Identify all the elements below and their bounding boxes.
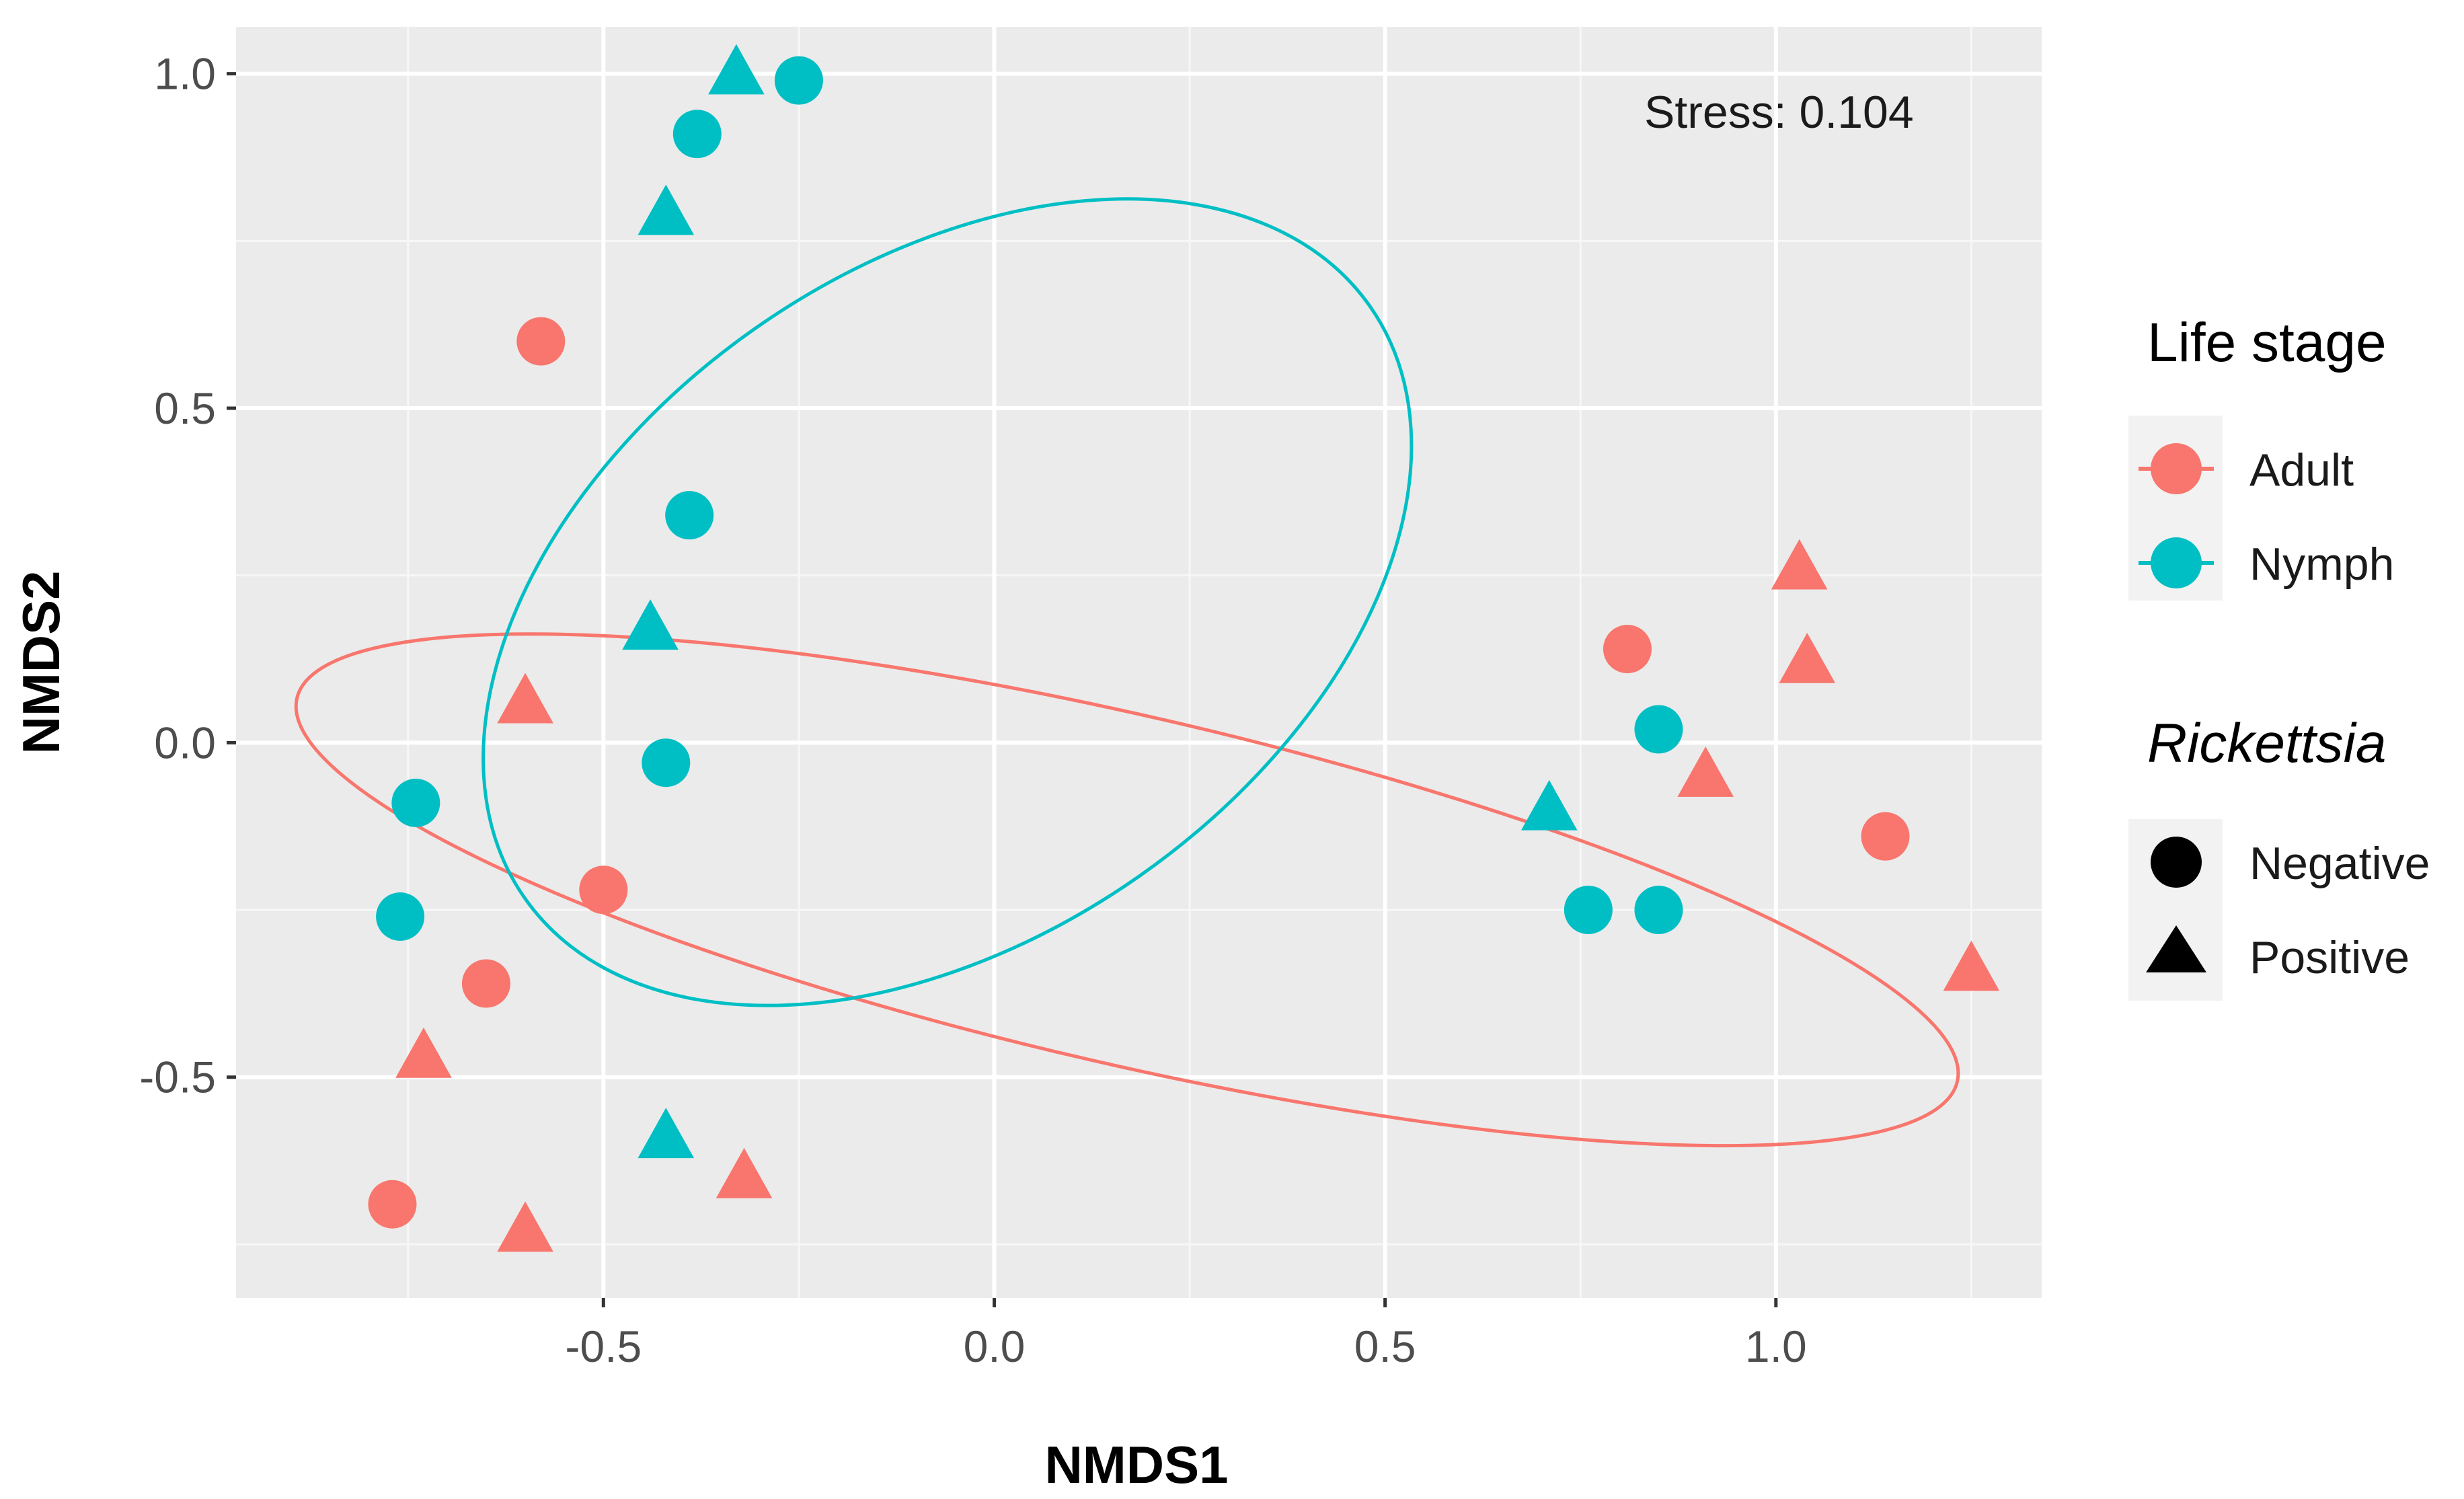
point-nymph-negative <box>774 56 823 105</box>
point-adult-negative <box>1861 812 1910 861</box>
legend-nymph-label: Nymph <box>2249 539 2394 590</box>
legend-adult-key <box>2151 443 2202 494</box>
x-axis-title: NMDS1 <box>1044 1435 1228 1494</box>
legend-negative-key <box>2151 837 2202 888</box>
point-nymph-negative <box>376 892 425 941</box>
plot-panel <box>236 27 2042 1298</box>
point-adult-positive <box>1677 746 1734 797</box>
legend-shape-title: Rickettsia <box>2147 713 2386 774</box>
point-nymph-positive <box>708 44 765 95</box>
legend-positive-key <box>2146 925 2206 972</box>
y-axis-title: NMDS2 <box>11 570 71 754</box>
y-tick-label: 1.0 <box>154 49 216 99</box>
legend: Life stage Adult Nymph Rickettsia Negati… <box>2128 312 2430 1001</box>
legend-adult-label: Adult <box>2249 445 2354 496</box>
point-adult-negative <box>1603 625 1652 674</box>
point-nymph-positive <box>638 184 695 235</box>
point-adult-positive <box>1779 633 1836 683</box>
point-nymph-negative <box>672 110 722 159</box>
point-layer <box>368 44 2000 1252</box>
point-nymph-negative <box>1634 705 1683 754</box>
point-adult-positive <box>395 1027 452 1078</box>
point-adult-positive <box>497 1201 553 1252</box>
x-tick-label: 1.0 <box>1745 1321 1807 1371</box>
ellipse-adult <box>294 632 1960 1148</box>
point-adult-negative <box>516 317 566 366</box>
grid-major <box>236 27 2042 1298</box>
point-nymph-negative <box>1564 886 1613 935</box>
point-adult-positive <box>497 672 553 724</box>
point-nymph-negative <box>665 491 714 540</box>
point-nymph-positive <box>638 1108 695 1159</box>
point-adult-positive <box>1771 539 1828 590</box>
axis-layer: -0.5 0.0 0.5 1.0 -0.5 0.0 0.5 1.0 <box>139 49 1806 1371</box>
x-tick-label: -0.5 <box>565 1321 642 1371</box>
point-nymph-positive <box>622 599 679 650</box>
y-tick-label: 0.0 <box>154 718 216 767</box>
x-tick-label: 0.5 <box>1354 1321 1416 1371</box>
legend-color-title: Life stage <box>2147 312 2387 373</box>
ellipse-layer <box>294 197 1960 1148</box>
y-tick-label: -0.5 <box>139 1052 216 1102</box>
legend-positive-label: Positive <box>2249 932 2410 983</box>
point-adult-positive <box>1943 940 2000 991</box>
x-tick-label: 0.0 <box>964 1321 1026 1371</box>
legend-negative-label: Negative <box>2249 838 2430 889</box>
legend-nymph-key <box>2151 537 2202 588</box>
point-adult-negative <box>461 959 510 1008</box>
point-adult-negative <box>368 1180 417 1229</box>
point-nymph-negative <box>1634 886 1683 935</box>
ellipse-nymph <box>482 197 1414 1007</box>
y-tick-label: 0.5 <box>154 383 216 433</box>
point-nymph-negative <box>391 778 440 827</box>
stress-annotation: Stress: 0.104 <box>1644 87 1914 138</box>
point-nymph-positive <box>1520 779 1578 831</box>
point-adult-negative <box>579 866 628 915</box>
point-adult-positive <box>716 1147 773 1198</box>
point-nymph-negative <box>642 738 691 787</box>
